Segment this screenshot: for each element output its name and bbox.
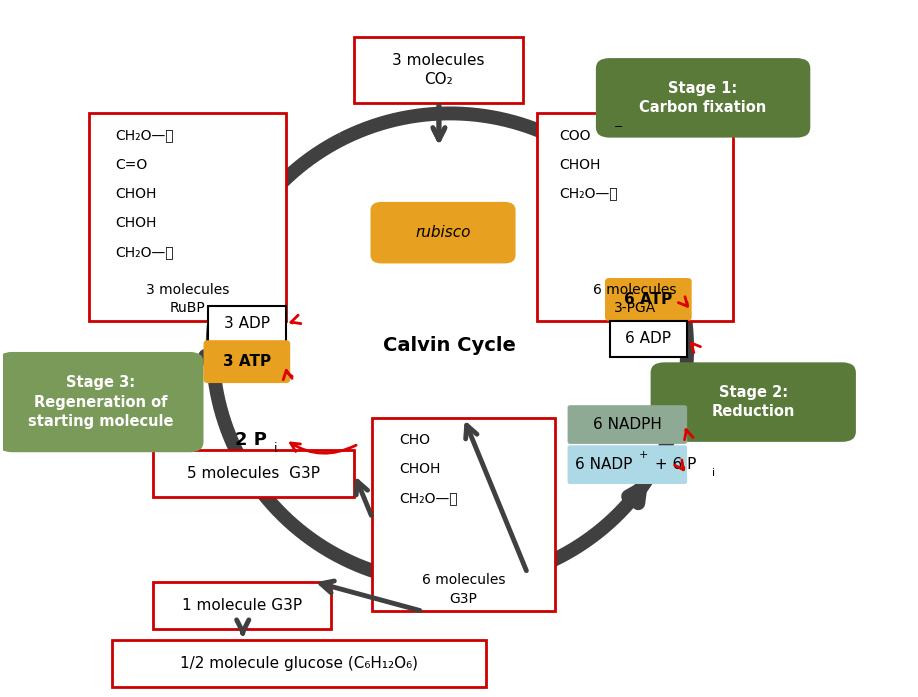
Text: 6 molecules
G3P: 6 molecules G3P [421,573,505,606]
Text: CHOH: CHOH [115,216,156,230]
Text: 5 molecules  G3P: 5 molecules G3P [187,466,320,481]
Text: 6 ATP: 6 ATP [624,292,673,307]
Text: 6 ADP: 6 ADP [625,331,671,346]
FancyBboxPatch shape [89,114,285,321]
Text: CHO: CHO [399,433,431,447]
FancyBboxPatch shape [354,38,523,103]
FancyBboxPatch shape [567,445,687,484]
Text: CHOH: CHOH [559,158,600,171]
FancyBboxPatch shape [208,305,285,342]
Text: CH₂O—Ⓟ: CH₂O—Ⓟ [115,129,174,143]
Text: i: i [711,468,715,478]
Text: +: + [639,450,648,460]
FancyBboxPatch shape [605,278,691,321]
FancyBboxPatch shape [371,202,516,263]
FancyBboxPatch shape [373,418,554,611]
Text: Stage 2:
Reduction: Stage 2: Reduction [711,385,795,419]
Text: CHOH: CHOH [399,462,441,476]
FancyBboxPatch shape [651,362,856,442]
Text: Stage 1:
Carbon fixation: Stage 1: Carbon fixation [640,81,767,115]
Text: CHOH: CHOH [115,187,156,201]
Text: C=O: C=O [115,158,147,171]
Text: Calvin Cycle: Calvin Cycle [384,335,516,355]
Text: 3 molecules
RuBP: 3 molecules RuBP [146,283,230,315]
Text: 6 NADPH: 6 NADPH [593,417,662,432]
Text: 1 molecule G3P: 1 molecule G3P [183,597,302,613]
Text: + 6 P: + 6 P [650,457,696,472]
Text: 6 molecules
3-PGA: 6 molecules 3-PGA [593,283,677,315]
FancyBboxPatch shape [153,581,331,629]
Text: i: i [274,443,277,455]
Text: CH₂O—Ⓟ: CH₂O—Ⓟ [559,187,618,201]
FancyBboxPatch shape [204,340,290,383]
Text: COO: COO [559,129,591,143]
FancyBboxPatch shape [610,321,687,357]
Text: CH₂O—Ⓟ: CH₂O—Ⓟ [399,491,458,505]
Text: 3 ADP: 3 ADP [224,316,270,331]
Text: 1/2 molecule glucose (C₆H₁₂O₆): 1/2 molecule glucose (C₆H₁₂O₆) [180,657,419,671]
FancyBboxPatch shape [112,641,487,687]
Text: rubisco: rubisco [415,225,471,240]
Text: 6 NADP: 6 NADP [575,457,633,472]
FancyBboxPatch shape [596,58,811,137]
FancyBboxPatch shape [536,114,733,321]
Text: 2 P: 2 P [235,431,267,449]
Text: Stage 3:
Regeneration of
starting molecule: Stage 3: Regeneration of starting molecu… [28,376,174,429]
Text: −: − [614,122,623,132]
FancyBboxPatch shape [0,352,204,452]
FancyBboxPatch shape [153,450,354,497]
Text: 3 molecules
CO₂: 3 molecules CO₂ [392,53,485,87]
FancyBboxPatch shape [567,405,687,444]
Text: 3 ATP: 3 ATP [223,354,271,369]
Text: CH₂O—Ⓟ: CH₂O—Ⓟ [115,245,174,259]
